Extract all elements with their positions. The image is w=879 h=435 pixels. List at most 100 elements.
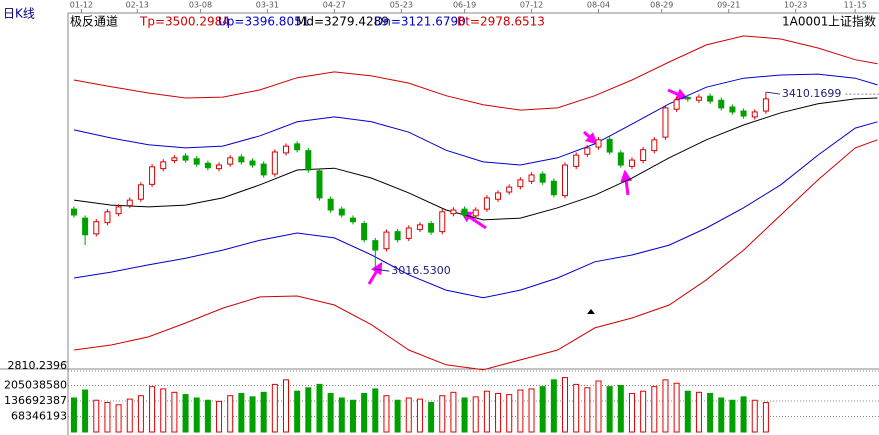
candle-body — [416, 224, 423, 230]
arrow — [667, 88, 689, 100]
volume-bar — [338, 397, 345, 433]
volume-bar — [651, 386, 658, 433]
band-line — [73, 73, 878, 166]
legend-item: Dn=3121.6790 — [374, 15, 466, 29]
x-tick-label: 02-13 — [126, 1, 149, 10]
volume-bar — [349, 399, 356, 433]
candle-body — [193, 158, 200, 165]
y-tick-label: 136692387 — [4, 394, 67, 407]
candle-body — [182, 155, 189, 161]
volume-bar — [740, 396, 747, 433]
volume-bar — [149, 386, 156, 433]
annotation-leader — [765, 91, 780, 95]
symbol: 1A0001 — [782, 15, 828, 29]
volume-bar — [495, 392, 502, 433]
candle-body — [171, 157, 178, 162]
x-tick-label: 04-27 — [323, 1, 346, 10]
volume-bar — [82, 389, 89, 433]
candle-body — [673, 99, 680, 110]
candle-body — [640, 149, 647, 162]
x-tick-label: 09-21 — [717, 1, 740, 10]
volume-bar — [383, 395, 390, 433]
volume-bar — [617, 385, 624, 433]
arrow — [582, 130, 598, 145]
candle-body — [204, 162, 211, 169]
volume-bar — [93, 399, 100, 433]
candle-body — [327, 198, 334, 211]
volume-bar — [584, 387, 591, 433]
y-tick-label: 205038580 — [4, 379, 67, 392]
legend-item: Up=3396.8051 — [218, 15, 309, 29]
volume-bar — [751, 399, 758, 433]
candle-body — [249, 160, 256, 166]
candle-body — [450, 209, 457, 215]
candle-body — [115, 206, 122, 215]
candle-body — [349, 217, 356, 223]
volume-bar — [394, 399, 401, 433]
volume-bar — [227, 395, 234, 433]
candle-body — [495, 192, 502, 200]
candle-body — [662, 107, 669, 138]
candle-body — [483, 197, 490, 210]
x-tick-label: 11-15 — [844, 1, 867, 10]
candle-body — [361, 223, 368, 241]
volume-bar — [104, 402, 111, 433]
candle-body — [428, 223, 435, 233]
legend-item: Tp=3500.2984 — [139, 15, 230, 29]
candle-body — [372, 240, 379, 251]
volume-bar — [762, 402, 769, 433]
volume-bar — [260, 391, 267, 433]
volume-bar — [283, 379, 290, 433]
candle-body — [305, 150, 312, 171]
volume-bar — [517, 389, 524, 433]
band-line — [73, 35, 878, 111]
volume-bar — [506, 394, 513, 433]
candle-body — [573, 154, 580, 167]
volume-bar — [606, 386, 613, 433]
candle-body — [461, 208, 468, 216]
candle-body — [294, 143, 301, 151]
candle-body — [104, 211, 111, 224]
candle-body — [82, 217, 89, 236]
volume-bar — [729, 399, 736, 433]
volume-bar — [573, 383, 580, 433]
y-tick-label: 68346193 — [11, 410, 67, 423]
candle-body — [338, 208, 345, 216]
candle-body — [506, 186, 513, 193]
volume-bar — [193, 397, 200, 433]
annotation: 3410.1699 — [782, 87, 842, 100]
x-tick-label: 05-23 — [390, 1, 413, 10]
volume-bar — [539, 386, 546, 433]
volume-bar — [361, 392, 368, 433]
chart-title: 日K线 — [3, 7, 35, 21]
candle-body — [283, 145, 290, 154]
band-line — [73, 97, 878, 221]
candle-body — [751, 111, 758, 118]
volume-bar — [327, 392, 334, 433]
candle-body — [729, 106, 736, 113]
x-tick-label: 03-31 — [256, 1, 279, 10]
volume-bar — [204, 399, 211, 433]
candle-body — [394, 231, 401, 241]
volume-bar — [550, 379, 557, 433]
volume-bar — [171, 391, 178, 433]
band-line — [73, 121, 878, 299]
volume-bar — [450, 391, 457, 433]
annotation-leader — [375, 268, 390, 272]
volume-bar — [372, 388, 379, 433]
volume-bar — [416, 398, 423, 433]
indicator-name: 极反通道 — [70, 15, 118, 29]
candle-body — [718, 99, 725, 109]
volume-bar — [528, 388, 535, 433]
volume-bar — [249, 396, 256, 433]
x-tick-label: 08-29 — [650, 1, 673, 10]
candle-body — [472, 209, 479, 217]
volume-bar — [126, 398, 133, 433]
volume-bar — [483, 390, 490, 433]
candle-body — [216, 164, 223, 170]
candle-body — [70, 208, 77, 216]
candle-body — [539, 173, 546, 183]
volume-bar — [405, 397, 412, 433]
volume-bar — [216, 400, 223, 433]
